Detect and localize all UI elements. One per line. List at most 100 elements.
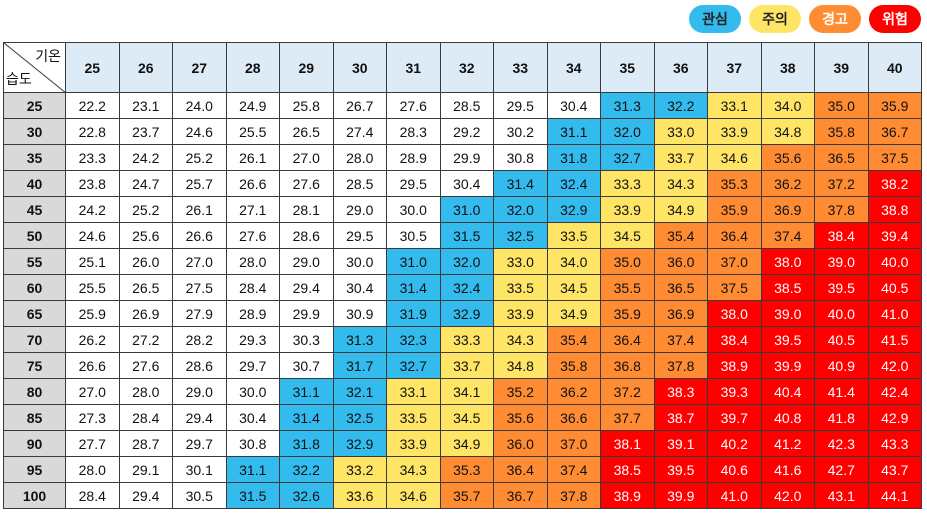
table-cell: 36.9 bbox=[653, 300, 708, 327]
table-cell: 41.8 bbox=[814, 404, 869, 431]
table-cell: 35.3 bbox=[707, 170, 762, 197]
table-row: 35 23.3 24.2 25.2 26.1 27.0 28.0 28.9 29.9 30.8 31… bbox=[3, 144, 922, 171]
table-cell: 34.6 bbox=[386, 482, 441, 509]
table-cell: 31.9 bbox=[386, 300, 441, 327]
table-cell: 26.6 bbox=[225, 170, 280, 197]
table-cell: 29.0 bbox=[172, 378, 227, 405]
table-cell: 35.6 bbox=[760, 144, 815, 171]
table-cell: 34.3 bbox=[493, 326, 548, 353]
table-row: 85 27.3 28.4 29.4 30.4 31.4 32.5 33.5 34.5 35.6 36… bbox=[3, 404, 922, 431]
column-header: 26 bbox=[118, 42, 173, 93]
corner-header: 기온 습도 bbox=[3, 42, 66, 93]
table-cell: 40.4 bbox=[760, 378, 815, 405]
table-cell: 32.9 bbox=[439, 300, 494, 327]
table-cell: 41.6 bbox=[760, 456, 815, 483]
table-cell: 37.5 bbox=[707, 274, 762, 301]
table-cell: 24.9 bbox=[225, 92, 280, 119]
column-header: 35 bbox=[600, 42, 655, 93]
table-cell: 31.4 bbox=[493, 170, 548, 197]
column-header: 34 bbox=[546, 42, 601, 93]
table-cell: 27.0 bbox=[279, 144, 334, 171]
table-cell: 34.8 bbox=[493, 352, 548, 379]
row-header: 100 bbox=[3, 482, 66, 509]
table-cell: 34.5 bbox=[600, 222, 655, 249]
table-cell: 42.9 bbox=[867, 404, 922, 431]
table-cell: 24.2 bbox=[65, 196, 120, 223]
table-cell: 29.4 bbox=[279, 274, 334, 301]
table-cell: 30.2 bbox=[493, 118, 548, 145]
table-cell: 35.6 bbox=[493, 404, 548, 431]
table-cell: 33.3 bbox=[600, 170, 655, 197]
table-cell: 32.4 bbox=[546, 170, 601, 197]
table-cell: 33.0 bbox=[653, 118, 708, 145]
table-cell: 37.2 bbox=[600, 378, 655, 405]
table-cell: 37.0 bbox=[707, 248, 762, 275]
table-cell: 36.4 bbox=[600, 326, 655, 353]
table-cell: 38.7 bbox=[653, 404, 708, 431]
table-cell: 25.9 bbox=[65, 300, 120, 327]
table-cell: 28.0 bbox=[225, 248, 280, 275]
table-cell: 31.0 bbox=[439, 196, 494, 223]
table-cell: 28.0 bbox=[332, 144, 387, 171]
table-cell: 40.2 bbox=[707, 430, 762, 457]
table-cell: 27.0 bbox=[65, 378, 120, 405]
table-cell: 30.9 bbox=[332, 300, 387, 327]
table-cell: 26.9 bbox=[118, 300, 173, 327]
table-cell: 22.2 bbox=[65, 92, 120, 119]
table-cell: 25.7 bbox=[172, 170, 227, 197]
table-cell: 34.6 bbox=[707, 144, 762, 171]
table-row: 60 25.5 26.5 27.5 28.4 29.4 30.4 31.4 32.4 33.5 34… bbox=[3, 274, 922, 301]
row-header: 35 bbox=[3, 144, 66, 171]
table-cell: 28.1 bbox=[279, 196, 334, 223]
table-cell: 39.5 bbox=[653, 456, 708, 483]
table-cell: 32.6 bbox=[279, 482, 334, 509]
column-header: 27 bbox=[172, 42, 227, 93]
table-cell: 38.0 bbox=[760, 248, 815, 275]
table-cell: 43.7 bbox=[867, 456, 922, 483]
table-cell: 40.0 bbox=[867, 248, 922, 275]
table-cell: 34.3 bbox=[653, 170, 708, 197]
table-cell: 27.4 bbox=[332, 118, 387, 145]
table-cell: 32.3 bbox=[386, 326, 441, 353]
table-cell: 25.5 bbox=[65, 274, 120, 301]
table-cell: 34.9 bbox=[546, 300, 601, 327]
header-row: 기온 습도 25 26 27 28 29 30 31 32 33 34 35 36 37 38 39 40 bbox=[3, 42, 922, 93]
table-cell: 37.4 bbox=[760, 222, 815, 249]
table-cell: 32.7 bbox=[600, 144, 655, 171]
table-cell: 29.0 bbox=[279, 248, 334, 275]
table-row: 75 26.6 27.6 28.6 29.7 30.7 31.7 32.7 33.7 34.8 35… bbox=[3, 352, 922, 379]
table-cell: 40.8 bbox=[760, 404, 815, 431]
table-cell: 40.5 bbox=[867, 274, 922, 301]
table-cell: 33.0 bbox=[493, 248, 548, 275]
legend-item-interest: 관심 bbox=[689, 5, 741, 33]
table-cell: 35.3 bbox=[439, 456, 494, 483]
table-cell: 42.3 bbox=[814, 430, 869, 457]
table-cell: 29.7 bbox=[172, 430, 227, 457]
table-cell: 38.5 bbox=[600, 456, 655, 483]
table-cell: 36.2 bbox=[760, 170, 815, 197]
table-cell: 29.5 bbox=[493, 92, 548, 119]
table-cell: 38.0 bbox=[707, 300, 762, 327]
table-cell: 28.0 bbox=[118, 378, 173, 405]
legend-item-danger: 위험 bbox=[869, 5, 921, 33]
table-cell: 38.4 bbox=[814, 222, 869, 249]
table-cell: 40.6 bbox=[707, 456, 762, 483]
table-cell: 23.3 bbox=[65, 144, 120, 171]
table-cell: 26.2 bbox=[65, 326, 120, 353]
row-header: 80 bbox=[3, 378, 66, 405]
table-cell: 35.4 bbox=[546, 326, 601, 353]
table-cell: 35.2 bbox=[493, 378, 548, 405]
table-cell: 30.0 bbox=[225, 378, 280, 405]
table-cell: 28.7 bbox=[118, 430, 173, 457]
table-cell: 24.7 bbox=[118, 170, 173, 197]
table-cell: 39.9 bbox=[653, 482, 708, 509]
temperature-axis-label: 기온 bbox=[35, 49, 61, 65]
table-cell: 38.1 bbox=[600, 430, 655, 457]
table-cell: 44.1 bbox=[867, 482, 922, 509]
table-cell: 24.2 bbox=[118, 144, 173, 171]
table-cell: 26.0 bbox=[118, 248, 173, 275]
table-cell: 26.5 bbox=[118, 274, 173, 301]
table-cell: 28.0 bbox=[65, 456, 120, 483]
table-cell: 36.5 bbox=[653, 274, 708, 301]
diagonal-divider bbox=[4, 43, 66, 93]
